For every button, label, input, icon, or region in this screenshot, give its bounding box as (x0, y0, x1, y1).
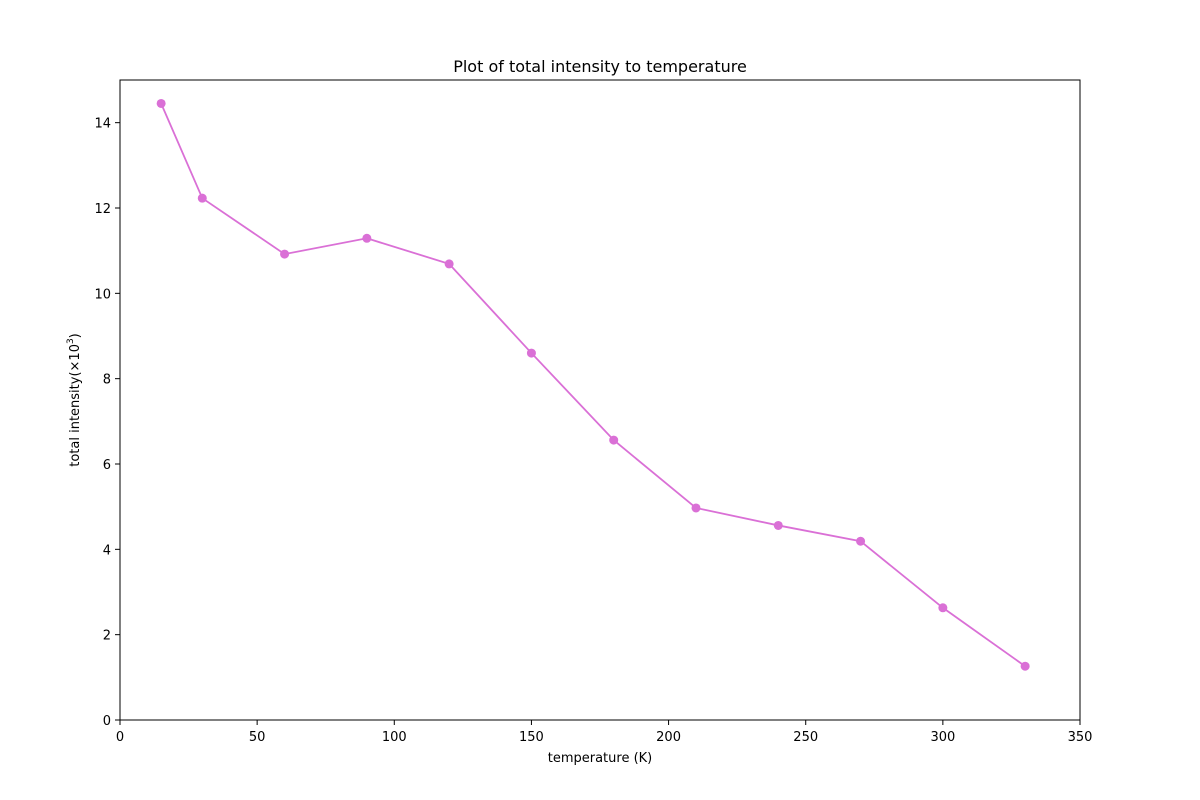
y-tick-label: 12 (94, 202, 111, 217)
x-tick-label: 100 (382, 730, 407, 745)
x-tick-label: 50 (249, 730, 266, 745)
y-tick-label: 14 (94, 117, 111, 132)
data-point (526, 348, 536, 358)
plot-area (119, 79, 1081, 721)
y-axis-label-base: total intensity(×10 (68, 344, 83, 467)
series-layer (156, 98, 1030, 671)
x-axis-label: temperature (K) (548, 751, 653, 766)
y-tick-label: 6 (103, 458, 111, 473)
y-axis-label: total intensity(×103) (66, 333, 83, 467)
y-axis-label-close: ) (68, 333, 83, 338)
data-point (280, 249, 290, 259)
data-point (362, 233, 372, 243)
y-axis-label-exponent: 3 (66, 338, 76, 344)
data-point (773, 520, 783, 530)
x-tick-label: 250 (793, 730, 818, 745)
data-point (856, 536, 866, 546)
data-point (1020, 661, 1030, 671)
data-point (691, 503, 701, 513)
series-line (160, 103, 1026, 667)
data-point (444, 259, 454, 269)
x-tick-label: 200 (656, 730, 681, 745)
y-tick-label: 0 (103, 714, 111, 729)
y-tick-label: 4 (103, 543, 111, 558)
x-tick-label: 0 (116, 730, 124, 745)
y-tick-label: 8 (103, 373, 111, 388)
x-tick-label: 300 (930, 730, 955, 745)
y-tick-label: 10 (94, 287, 111, 302)
x-tick-label: 150 (519, 730, 544, 745)
y-tick-label: 2 (103, 629, 111, 644)
x-axis: 0 50 100 150 200 250 300 350 (116, 720, 1093, 745)
y-axis: 0 2 4 6 8 10 12 14 (94, 117, 120, 729)
data-point (609, 435, 619, 445)
chart-title: Plot of total intensity to temperature (453, 57, 747, 76)
x-tick-label: 350 (1068, 730, 1093, 745)
data-point (938, 603, 948, 613)
data-point (156, 98, 166, 108)
data-point (197, 193, 207, 203)
